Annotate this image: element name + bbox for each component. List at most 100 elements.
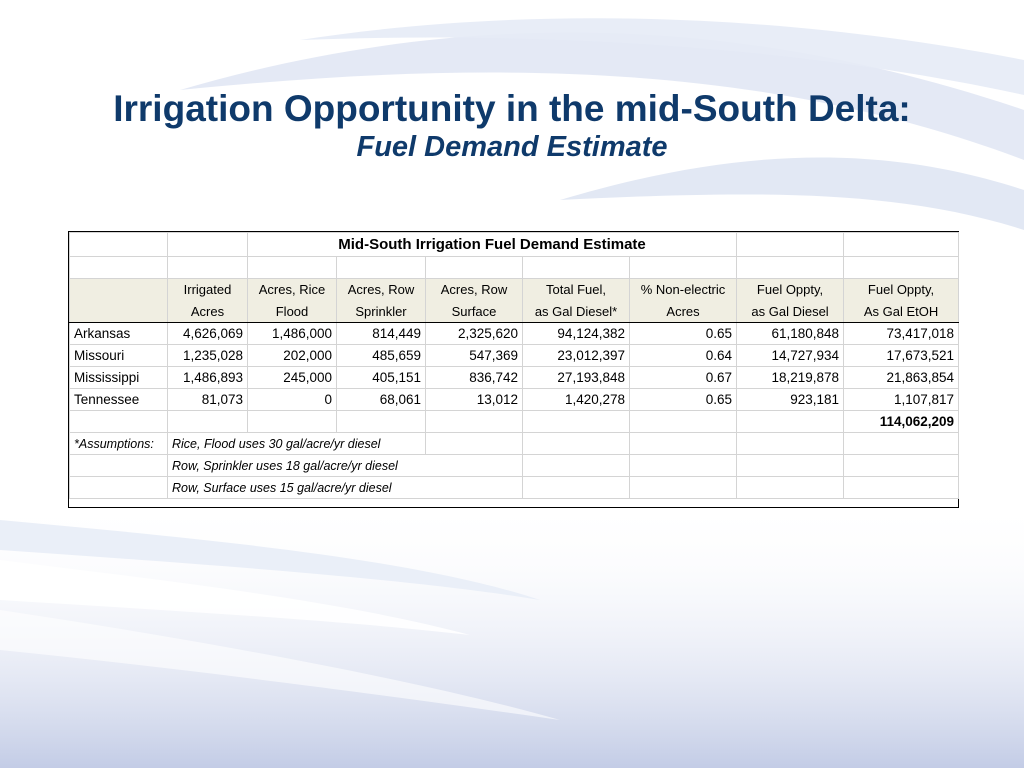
cell	[522, 410, 630, 433]
header-cell: Acres	[167, 300, 248, 323]
header-cell: Total Fuel,	[522, 278, 630, 301]
header-row-1: Irrigated Acres, Rice Acres, Row Acres, …	[69, 278, 960, 301]
cell	[843, 232, 960, 257]
table-row-missouri: Missouri 1,235,028 202,000 485,659 547,3…	[69, 344, 960, 367]
assumption-text: Row, Surface uses 15 gal/acre/yr diesel	[167, 476, 523, 499]
cell	[522, 476, 630, 499]
row-sprinkler-acres: 405,151	[336, 366, 426, 389]
cell	[69, 476, 168, 499]
fuel-oppty-diesel: 18,219,878	[736, 366, 845, 389]
state-name: Tennessee	[69, 388, 168, 411]
fuel-oppty-diesel: 14,727,934	[736, 344, 845, 367]
row-sprinkler-acres: 814,449	[336, 322, 426, 345]
slide-title-block: Irrigation Opportunity in the mid-South …	[0, 88, 1024, 164]
row-surface-acres: 547,369	[425, 344, 523, 367]
header-cell: Acres, Row	[336, 278, 426, 301]
cell	[736, 232, 845, 257]
cell	[69, 256, 168, 279]
cell	[736, 256, 845, 279]
cell	[522, 432, 630, 455]
cell	[522, 454, 630, 477]
row-surface-acres: 13,012	[425, 388, 523, 411]
assumptions-label: *Assumptions:	[69, 432, 168, 455]
header-cell: Fuel Oppty,	[843, 278, 960, 301]
header-cell: as Gal Diesel	[736, 300, 845, 323]
cell	[167, 410, 248, 433]
header-cell: as Gal Diesel*	[522, 300, 630, 323]
cell	[736, 454, 845, 477]
cell	[247, 410, 337, 433]
slide-title: Irrigation Opportunity in the mid-South …	[113, 88, 911, 129]
rice-flood-acres: 202,000	[247, 344, 337, 367]
row-surface-acres: 2,325,620	[425, 322, 523, 345]
cell	[843, 432, 960, 455]
fuel-demand-table: Mid-South Irrigation Fuel Demand Estimat…	[69, 232, 960, 499]
cell	[843, 476, 960, 499]
fuel-oppty-etoh: 73,417,018	[843, 322, 960, 345]
state-name: Mississippi	[69, 366, 168, 389]
cell	[736, 476, 845, 499]
cell	[425, 410, 523, 433]
state-name: Arkansas	[69, 322, 168, 345]
assumption-text: Rice, Flood uses 30 gal/acre/yr diesel	[167, 432, 426, 455]
fuel-oppty-diesel: 61,180,848	[736, 322, 845, 345]
total-fuel: 1,420,278	[522, 388, 630, 411]
header-cell: Flood	[247, 300, 337, 323]
cell	[843, 454, 960, 477]
assumption-row-2: Row, Sprinkler uses 18 gal/acre/yr diese…	[69, 454, 960, 477]
header-cell: % Non-electric	[628, 278, 738, 301]
irrigated-acres: 81,073	[167, 388, 248, 411]
table-row-mississippi: Mississippi 1,486,893 245,000 405,151 83…	[69, 366, 960, 389]
cell	[167, 256, 248, 279]
table-row-tennessee: Tennessee 81,073 0 68,061 13,012 1,420,2…	[69, 388, 960, 411]
fuel-oppty-etoh: 17,673,521	[843, 344, 960, 367]
header-cell: Acres	[628, 300, 738, 323]
rice-flood-acres: 1,486,000	[247, 322, 337, 345]
header-cell	[69, 278, 168, 301]
non-electric-pct: 0.64	[628, 344, 738, 367]
spreadsheet-table-container: Mid-South Irrigation Fuel Demand Estimat…	[68, 231, 960, 508]
cell	[247, 256, 337, 279]
cell	[522, 256, 630, 279]
cell	[628, 432, 738, 455]
total-fuel: 94,124,382	[522, 322, 630, 345]
non-electric-pct: 0.67	[628, 366, 738, 389]
header-cell: As Gal EtOH	[843, 300, 960, 323]
row-surface-acres: 836,742	[425, 366, 523, 389]
cell	[167, 232, 248, 257]
rice-flood-acres: 0	[247, 388, 337, 411]
header-cell	[69, 300, 168, 323]
cell	[628, 410, 738, 433]
table-row-arkansas: Arkansas 4,626,069 1,486,000 814,449 2,3…	[69, 322, 960, 345]
cell	[69, 232, 168, 257]
total-fuel: 23,012,397	[522, 344, 630, 367]
cell	[843, 256, 960, 279]
irrigated-acres: 1,486,893	[167, 366, 248, 389]
irrigated-acres: 1,235,028	[167, 344, 248, 367]
fuel-oppty-diesel: 923,181	[736, 388, 845, 411]
blank-row	[69, 256, 960, 279]
cell	[425, 432, 523, 455]
cell	[628, 476, 738, 499]
non-electric-pct: 0.65	[628, 388, 738, 411]
rice-flood-acres: 245,000	[247, 366, 337, 389]
fuel-oppty-etoh: 1,107,817	[843, 388, 960, 411]
row-sprinkler-acres: 485,659	[336, 344, 426, 367]
total-fuel: 27,193,848	[522, 366, 630, 389]
assumption-row-3: Row, Surface uses 15 gal/acre/yr diesel	[69, 476, 960, 499]
non-electric-pct: 0.65	[628, 322, 738, 345]
cell	[628, 256, 738, 279]
state-name: Missouri	[69, 344, 168, 367]
grand-total: 114,062,209	[843, 410, 960, 433]
cell	[736, 432, 845, 455]
cell	[69, 454, 168, 477]
irrigated-acres: 4,626,069	[167, 322, 248, 345]
header-cell: Sprinkler	[336, 300, 426, 323]
header-row-2: Acres Flood Sprinkler Surface as Gal Die…	[69, 300, 960, 323]
cell	[628, 454, 738, 477]
cell	[69, 410, 168, 433]
assumption-row-1: *Assumptions: Rice, Flood uses 30 gal/ac…	[69, 432, 960, 455]
header-cell: Acres, Rice	[247, 278, 337, 301]
cell	[736, 410, 845, 433]
